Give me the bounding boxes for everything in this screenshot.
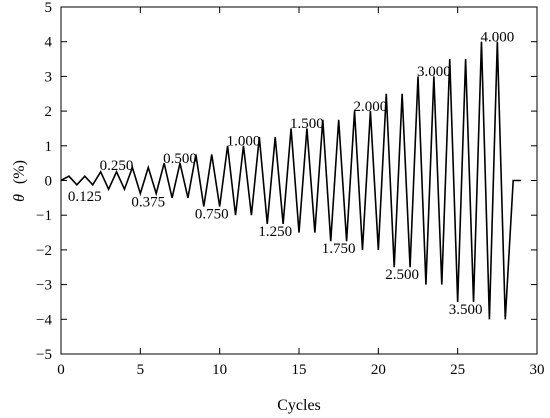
x-axis-title: Cycles — [277, 397, 321, 414]
x-tick-label: 0 — [57, 362, 65, 378]
y-tick-label: −2 — [36, 243, 52, 259]
amplitude-label: 0.500 — [163, 151, 197, 167]
amplitude-label: 3.000 — [417, 64, 451, 80]
x-tick-label: 20 — [371, 362, 386, 378]
y-tick-label: 2 — [45, 104, 53, 120]
x-tick-label: 10 — [212, 362, 227, 378]
x-tick-label: 25 — [450, 362, 465, 378]
y-tick-label: −4 — [36, 312, 52, 328]
y-axis-unit: (%) — [11, 160, 28, 184]
x-tick-label: 5 — [137, 362, 145, 378]
y-tick-label: −5 — [36, 347, 52, 363]
amplitude-label: 0.125 — [68, 189, 102, 205]
amplitude-label: 2.500 — [385, 267, 419, 283]
y-axis-symbol: θ — [11, 194, 28, 202]
amplitude-label: 1.500 — [290, 116, 324, 132]
amplitude-label: 1.250 — [258, 224, 292, 240]
y-tick-label: 4 — [45, 35, 53, 51]
y-ticks: −5 −4 −3 −2 −1 0 1 2 3 4 5 — [36, 0, 537, 363]
amplitude-label: 0.250 — [100, 158, 134, 174]
amplitude-label: 4.000 — [480, 29, 514, 45]
displacement-history-line — [60, 41, 522, 320]
amplitude-label: 3.500 — [449, 302, 483, 318]
amplitude-label: 1.000 — [227, 134, 261, 150]
amplitude-label: 0.375 — [131, 194, 165, 210]
svg-text:θ (%): θ (%) — [11, 160, 28, 202]
amplitude-label: 2.000 — [354, 99, 388, 115]
amplitude-labels: 0.125 0.250 0.375 0.500 0.750 1.000 1.250 1.500… — [68, 29, 514, 317]
amplitude-label: 1.750 — [322, 241, 356, 257]
x-ticks: 0 5 10 15 20 25 30 — [57, 7, 545, 378]
y-tick-label: 3 — [45, 69, 53, 85]
x-tick-label: 15 — [292, 362, 307, 378]
x-tick-label: 30 — [530, 362, 545, 378]
series-layer — [60, 41, 522, 320]
y-tick-label: −3 — [36, 278, 52, 294]
amplitude-label: 0.750 — [195, 206, 229, 222]
y-tick-label: 5 — [45, 0, 53, 16]
y-axis-title: θ (%) — [11, 160, 28, 202]
y-tick-label: 1 — [45, 139, 53, 155]
y-tick-label: −1 — [36, 208, 52, 224]
y-tick-label: 0 — [45, 174, 53, 190]
